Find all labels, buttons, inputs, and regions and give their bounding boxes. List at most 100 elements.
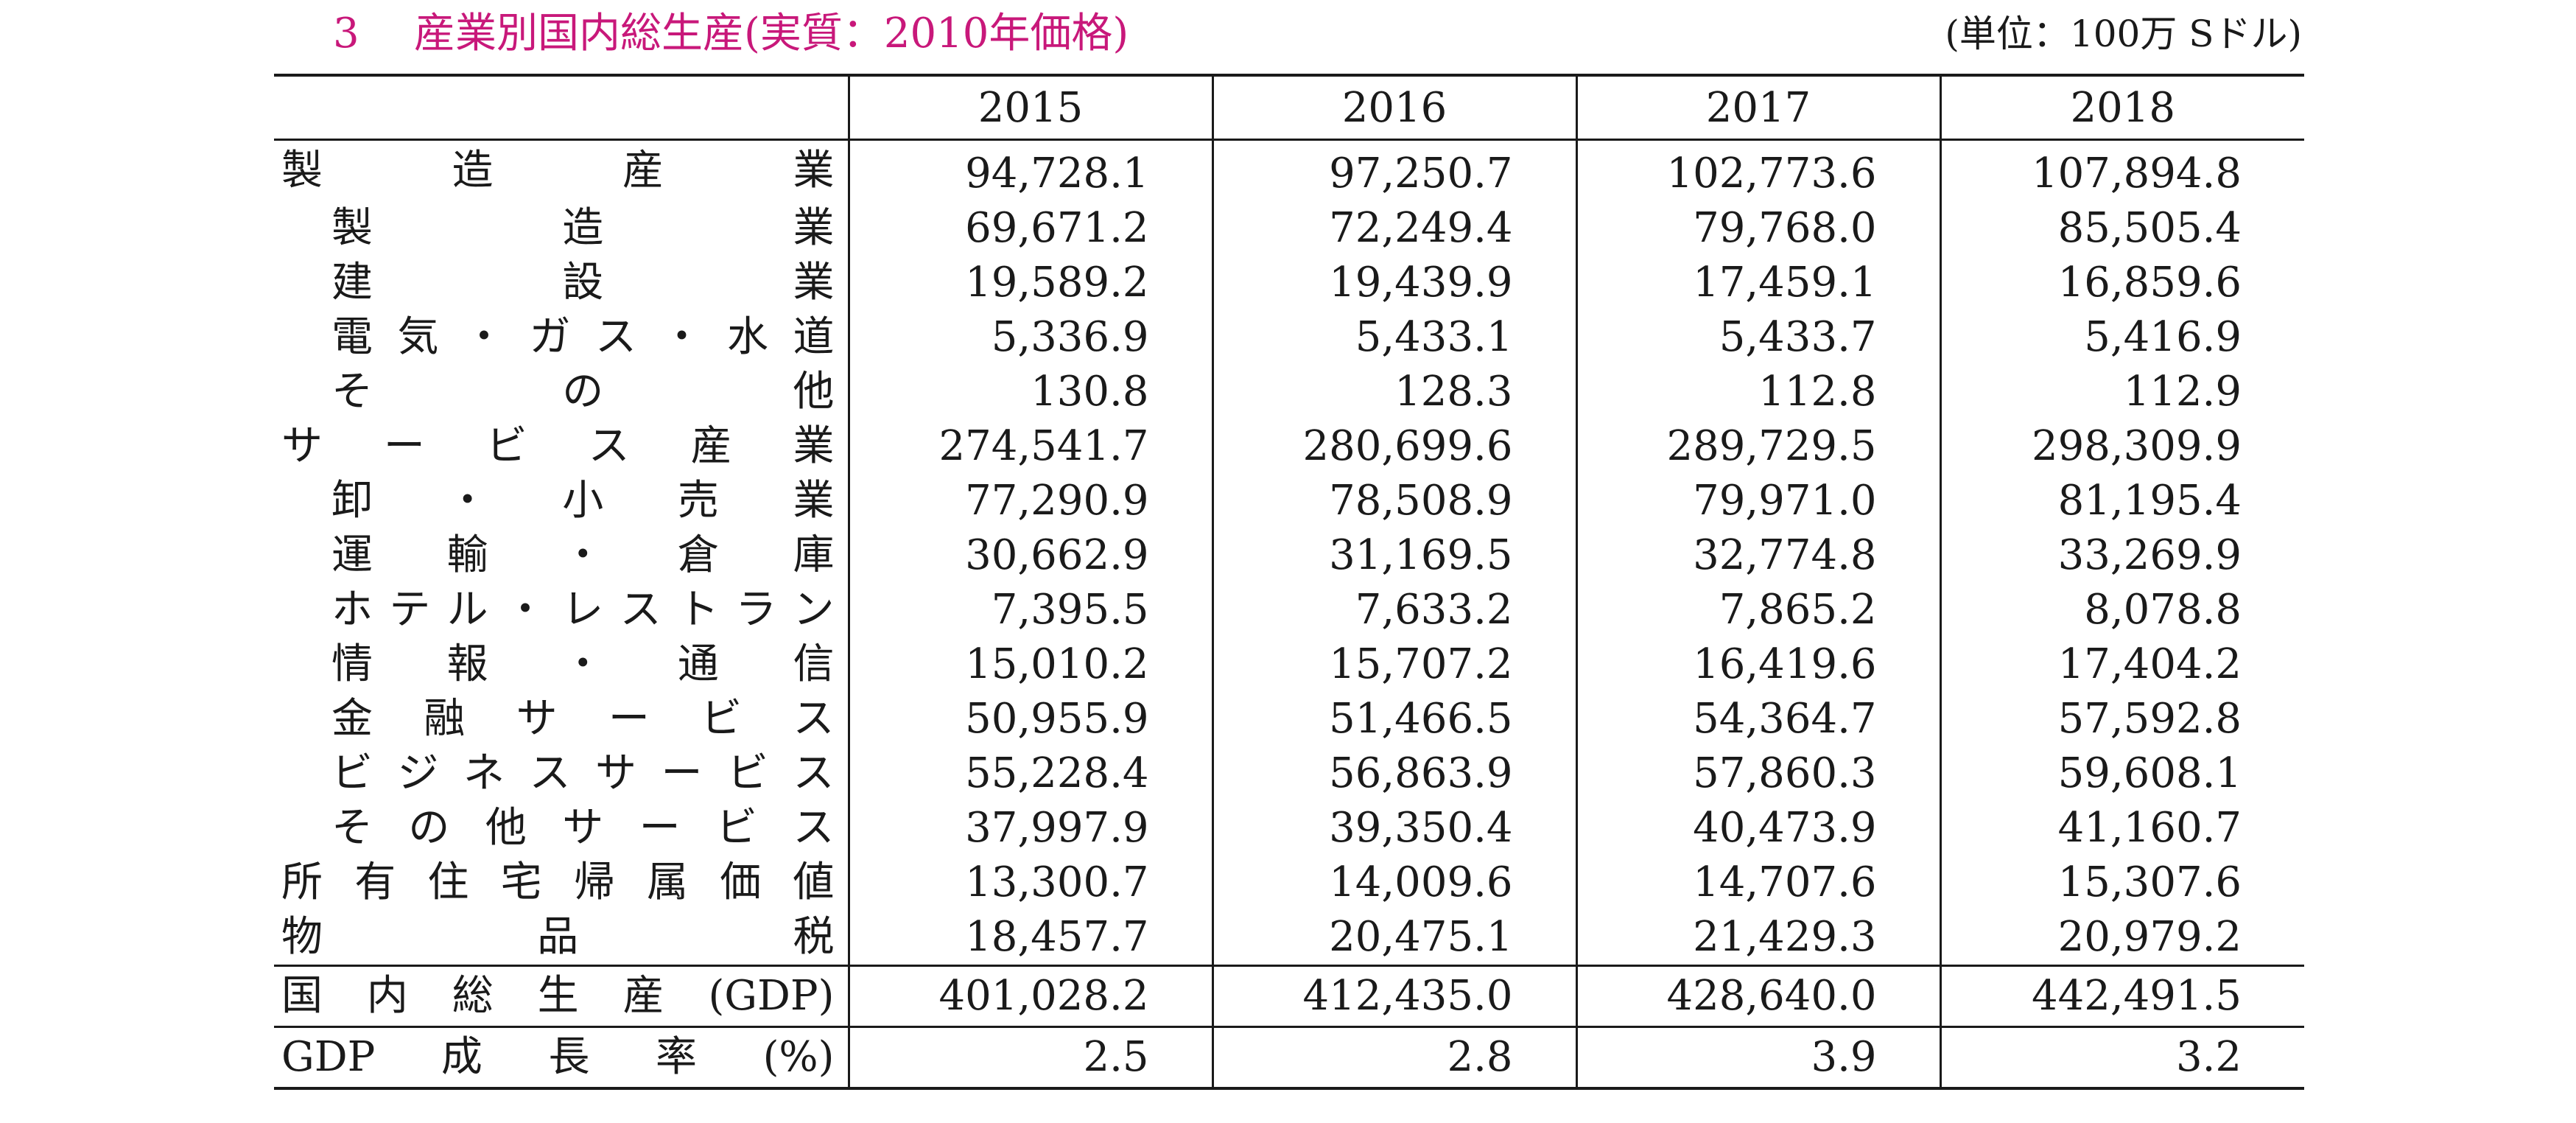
table-row: 情報・通信 15,010.2 15,707.2 16,419.6 17,404.2 — [274, 637, 2304, 692]
row-label: 卸・小売業 — [331, 477, 835, 525]
table-row: ビジネスサービス 55,228.4 56,863.9 57,860.3 59,608.1 — [274, 746, 2304, 801]
row-label: 建設業 — [331, 259, 835, 307]
value-cell: 37,997.9 — [847, 801, 1212, 856]
row-label: GDP 成長率 (%) — [281, 1033, 835, 1081]
value-cell: 57,592.8 — [1939, 692, 2304, 746]
row-label-cell: 所有住宅帰属価値 — [274, 856, 849, 910]
value-cell: 8,078.8 — [1939, 583, 2304, 637]
value-cell: 81,195.4 — [1939, 474, 2304, 528]
value-cell: 298,309.9 — [1939, 419, 2304, 474]
row-label: ビジネスサービス — [331, 749, 835, 797]
row-label: 所有住宅帰属価値 — [281, 858, 835, 906]
table-row: その他 130.8 128.3 112.8 112.9 — [274, 365, 2304, 419]
table-row: 電気・ガス・水道 5,336.9 5,433.1 5,433.7 5,416.9 — [274, 310, 2304, 365]
value-cell: 7,865.2 — [1575, 583, 1940, 637]
header-row: 2015 2016 2017 2018 — [274, 75, 2304, 141]
value-cell: 16,419.6 — [1575, 637, 1940, 692]
value-cell: 78,508.9 — [1211, 474, 1576, 528]
row-label-cell: 電気・ガス・水道 — [274, 310, 849, 365]
value-cell: 40,473.9 — [1575, 801, 1940, 856]
row-label-cell: 卸・小売業 — [274, 474, 849, 528]
row-label-cell: 国内総生産 (GDP) — [274, 965, 849, 1027]
value-cell: 15,707.2 — [1211, 637, 1576, 692]
value-cell: 128.3 — [1211, 365, 1576, 419]
row-label-cell: ホテル・レストラン — [274, 583, 849, 637]
value-cell: 59,608.1 — [1939, 746, 2304, 801]
value-cell: 94,728.1 — [847, 139, 1212, 201]
value-cell: 51,466.5 — [1211, 692, 1576, 746]
table-row: ホテル・レストラン 7,395.5 7,633.2 7,865.2 8,078.8 — [274, 583, 2304, 637]
row-label-cell: 金融サービス — [274, 692, 849, 746]
table-row: その他サービス 37,997.9 39,350.4 40,473.9 41,160.7 — [274, 801, 2304, 856]
value-cell: 69,671.2 — [847, 201, 1212, 256]
table-row: 卸・小売業 77,290.9 78,508.9 79,971.0 81,195.4 — [274, 474, 2304, 528]
value-cell: 41,160.7 — [1939, 801, 2304, 856]
value-cell: 2.5 — [847, 1026, 1212, 1090]
value-cell: 18,457.7 — [847, 910, 1212, 966]
row-label: 製造業 — [331, 204, 835, 252]
value-cell: 31,169.5 — [1211, 528, 1576, 583]
year-header: 2018 — [1939, 75, 2304, 141]
row-label: その他サービス — [331, 804, 835, 852]
gdp-by-industry-table: 2015 2016 2017 2018 製造産業 94,728.1 97,250.7… — [274, 74, 2304, 1090]
row-label: その他 — [331, 368, 835, 416]
value-cell: 20,475.1 — [1211, 910, 1576, 966]
value-cell: 97,250.7 — [1211, 139, 1576, 201]
value-cell: 16,859.6 — [1939, 256, 2304, 310]
table-row: 金融サービス 50,955.9 51,466.5 54,364.7 57,592.8 — [274, 692, 2304, 746]
value-cell: 428,640.0 — [1575, 965, 1940, 1027]
value-cell: 57,860.3 — [1575, 746, 1940, 801]
value-cell: 13,300.7 — [847, 856, 1212, 910]
row-label: サービス産業 — [281, 422, 835, 470]
value-cell: 401,028.2 — [847, 965, 1212, 1027]
row-label: 物品税 — [281, 913, 835, 961]
table-row: 物品税 18,457.7 20,475.1 21,429.3 20,979.2 — [274, 910, 2304, 966]
value-cell: 289,729.5 — [1575, 419, 1940, 474]
year-header: 2017 — [1575, 75, 1940, 141]
value-cell: 30,662.9 — [847, 528, 1212, 583]
value-cell: 3.9 — [1575, 1026, 1940, 1090]
value-cell: 33,269.9 — [1939, 528, 2304, 583]
table-row: 製造業 69,671.2 72,249.4 79,768.0 85,505.4 — [274, 201, 2304, 256]
value-cell: 19,589.2 — [847, 256, 1212, 310]
value-cell: 55,228.4 — [847, 746, 1212, 801]
value-cell: 14,009.6 — [1211, 856, 1576, 910]
value-cell: 79,971.0 — [1575, 474, 1940, 528]
table-row: GDP 成長率 (%) 2.5 2.8 3.9 3.2 — [274, 1026, 2304, 1090]
value-cell: 102,773.6 — [1575, 139, 1940, 201]
value-cell: 50,955.9 — [847, 692, 1212, 746]
row-label: 運輸・倉庫 — [331, 531, 835, 579]
value-cell: 15,307.6 — [1939, 856, 2304, 910]
row-label-cell: 情報・通信 — [274, 637, 849, 692]
value-cell: 20,979.2 — [1939, 910, 2304, 966]
table-row: 運輸・倉庫 30,662.9 31,169.5 32,774.8 33,269.9 — [274, 528, 2304, 583]
value-cell: 7,633.2 — [1211, 583, 1576, 637]
row-label: 国内総生産 (GDP) — [281, 972, 835, 1020]
value-cell: 85,505.4 — [1939, 201, 2304, 256]
row-label-cell: 建設業 — [274, 256, 849, 310]
header-label-cell — [274, 75, 849, 141]
row-label-cell: 製造業 — [274, 201, 849, 256]
value-cell: 5,433.1 — [1211, 310, 1576, 365]
value-cell: 5,433.7 — [1575, 310, 1940, 365]
value-cell: 39,350.4 — [1211, 801, 1576, 856]
year-header: 2016 — [1211, 75, 1576, 141]
value-cell: 112.9 — [1939, 365, 2304, 419]
table-title-text: 産業別国内総生産(実質：2010年価格) — [414, 10, 1129, 57]
row-label-cell: サービス産業 — [274, 419, 849, 474]
value-cell: 130.8 — [847, 365, 1212, 419]
value-cell: 17,404.2 — [1939, 637, 2304, 692]
row-label-cell: 製造産業 — [274, 140, 849, 202]
value-cell: 72,249.4 — [1211, 201, 1576, 256]
table-row: 建設業 19,589.2 19,439.9 17,459.1 16,859.6 — [274, 256, 2304, 310]
value-cell: 112.8 — [1575, 365, 1940, 419]
row-label-cell: GDP 成長率 (%) — [274, 1026, 849, 1090]
year-header: 2015 — [847, 75, 1212, 141]
value-cell: 17,459.1 — [1575, 256, 1940, 310]
table-row: 所有住宅帰属価値 13,300.7 14,009.6 14,707.6 15,307.6 — [274, 856, 2304, 910]
row-label-cell: その他サービス — [274, 801, 849, 856]
value-cell: 2.8 — [1211, 1026, 1576, 1090]
unit-note: (単位：100万 Sドル) — [1945, 13, 2302, 55]
table-number: 3 — [333, 10, 359, 57]
table-row: サービス産業 274,541.7 280,699.6 289,729.5 298,309… — [274, 419, 2304, 474]
